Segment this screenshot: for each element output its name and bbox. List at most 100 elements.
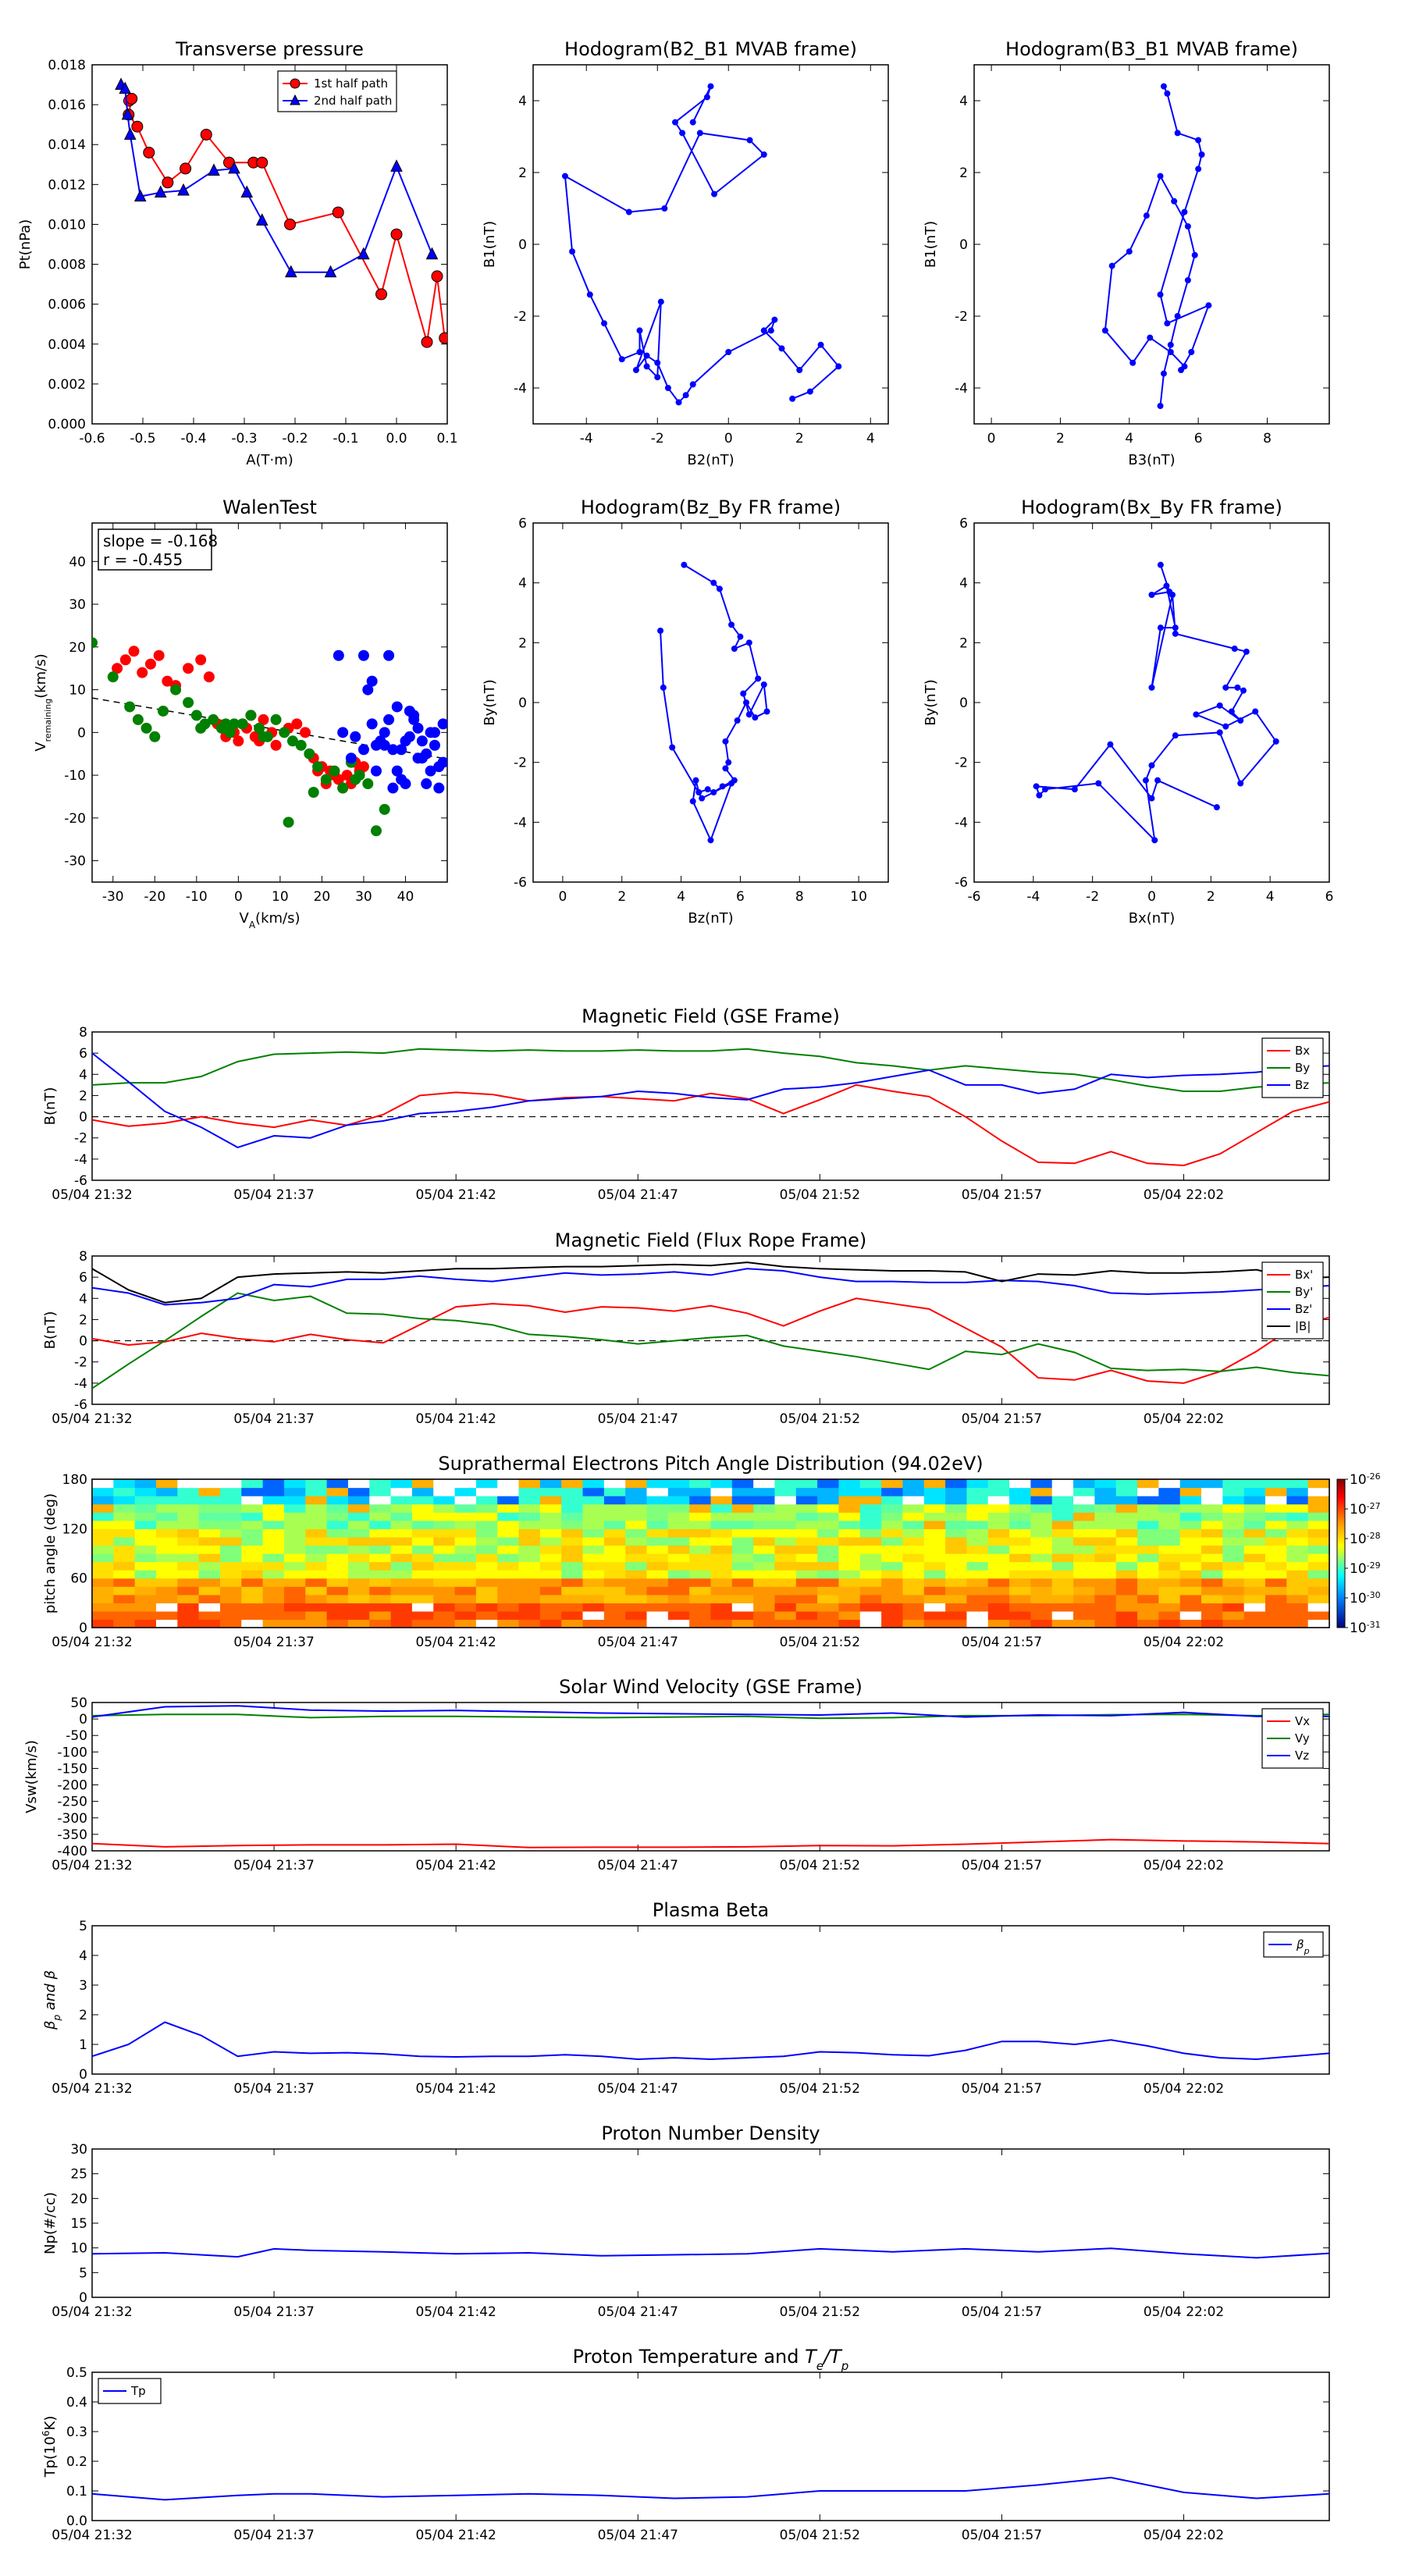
heatmap-cell <box>987 1610 1010 1621</box>
scatter-point <box>362 778 374 790</box>
heatmap-cell <box>177 1487 200 1496</box>
heatmap-cell <box>795 1487 818 1496</box>
scatter-point <box>279 727 290 738</box>
heatmap-cell <box>945 1503 968 1513</box>
heatmap-cell <box>1158 1586 1181 1596</box>
heatmap-cell <box>1243 1570 1266 1579</box>
heatmap-cell <box>539 1570 562 1579</box>
legend-label: Vx <box>1295 1714 1310 1728</box>
heatmap-cell <box>497 1594 520 1603</box>
heatmap-cell <box>561 1512 584 1521</box>
heatmap-cell <box>625 1545 648 1554</box>
y-tick-label: 10 <box>69 683 86 699</box>
heatmap-cell <box>219 1578 242 1587</box>
time-tick-label: 05/04 21:42 <box>415 1858 496 1873</box>
heatmap-cell <box>774 1528 797 1538</box>
heatmap-cell <box>1115 1553 1138 1563</box>
heatmap-cell <box>710 1603 733 1612</box>
data-marker <box>121 107 134 120</box>
heatmap-cell <box>625 1570 648 1579</box>
data-marker <box>728 780 735 787</box>
heatmap-cell <box>1286 1479 1309 1489</box>
data-marker <box>1181 208 1188 215</box>
data-marker <box>255 213 269 226</box>
heatmap-cell <box>945 1570 968 1579</box>
heatmap-cell <box>923 1553 946 1563</box>
heatmap-cell <box>1030 1586 1053 1596</box>
y-tick-label: 1 <box>79 2037 87 2053</box>
heatmap-cell <box>1307 1570 1330 1579</box>
heatmap-cell <box>326 1545 349 1554</box>
heatmap-cell <box>795 1578 818 1587</box>
series-line-Bz <box>92 1052 1329 1149</box>
heatmap-cell <box>198 1610 221 1621</box>
scatter-point <box>220 718 232 730</box>
heatmap-cell <box>1051 1610 1074 1621</box>
data-marker <box>1157 624 1164 632</box>
heatmap-cell <box>881 1512 904 1521</box>
heatmap-cell <box>241 1570 264 1579</box>
heatmap-cell <box>1222 1496 1245 1505</box>
heatmap-cell <box>347 1586 370 1596</box>
data-marker <box>421 336 433 348</box>
heatmap-cell <box>689 1536 712 1546</box>
annotation-r: r = -0.455 <box>103 550 183 569</box>
heatmap-cell <box>518 1594 541 1603</box>
heatmap-cell <box>966 1578 989 1587</box>
y-tick-label: 8 <box>79 1025 87 1041</box>
heatmap-cell <box>1265 1603 1287 1612</box>
data-marker <box>1160 83 1167 90</box>
heatmap-cell <box>155 1553 178 1563</box>
time-tick-label: 05/04 21:32 <box>52 1858 132 1873</box>
heatmap-cell <box>966 1553 989 1563</box>
heatmap-cell <box>262 1520 285 1529</box>
time-tick-label: 05/04 21:47 <box>598 2304 678 2320</box>
heatmap-cell <box>859 1503 882 1513</box>
heatmap-cell <box>92 1496 114 1505</box>
heatmap-cell <box>1158 1545 1181 1554</box>
heatmap-cell <box>411 1603 434 1612</box>
heatmap-cell <box>305 1578 328 1587</box>
heatmap-cell <box>497 1603 520 1612</box>
heatmap-cell <box>1243 1528 1266 1538</box>
heatmap-cell <box>411 1553 434 1563</box>
heatmap-cell <box>1307 1578 1330 1587</box>
heatmap-cell <box>881 1553 904 1563</box>
heatmap-cell <box>454 1536 477 1546</box>
x-tick-label: -2 <box>651 431 664 447</box>
heatmap-cell <box>731 1528 754 1538</box>
heatmap-cell <box>326 1536 349 1546</box>
heatmap-cell <box>561 1619 584 1628</box>
data-marker <box>689 119 696 126</box>
x-tick-label: 30 <box>355 889 372 905</box>
time-tick-label: 05/04 21:57 <box>962 2081 1042 2097</box>
x-tick-label: 4 <box>677 889 685 905</box>
heatmap-cell <box>347 1553 370 1563</box>
y-tick-label: 0 <box>79 2067 87 2083</box>
hodo_b3b1-xlabel: B3(nT) <box>1128 452 1175 468</box>
heatmap-cell <box>1051 1479 1074 1489</box>
heatmap-cell <box>433 1594 456 1603</box>
legend-label: By <box>1295 1061 1310 1075</box>
scatter-point <box>137 667 148 678</box>
data-marker <box>133 189 147 202</box>
data-marker <box>1222 684 1229 691</box>
heatmap-cell <box>454 1479 477 1489</box>
time-tick-label: 05/04 21:42 <box>415 1187 496 1203</box>
y-tick-label: 0.0 <box>66 2514 87 2529</box>
heatmap-cell <box>1137 1520 1159 1529</box>
heatmap-cell <box>945 1487 968 1496</box>
heatmap-cell <box>753 1512 776 1521</box>
heatmap-cell <box>1009 1561 1032 1571</box>
heatmap-cell <box>561 1570 584 1579</box>
heatmap-cell <box>198 1545 221 1554</box>
heatmap-cell <box>1179 1619 1202 1628</box>
heatmap-cell <box>1243 1619 1266 1628</box>
heatmap-cell <box>347 1578 370 1587</box>
heatmap-cell <box>347 1594 370 1603</box>
heatmap-cell <box>817 1528 840 1538</box>
scatter-point <box>379 739 390 751</box>
scatter-point <box>195 654 207 666</box>
y-tick-label: -10 <box>64 768 86 784</box>
heatmap-cell <box>411 1619 434 1628</box>
